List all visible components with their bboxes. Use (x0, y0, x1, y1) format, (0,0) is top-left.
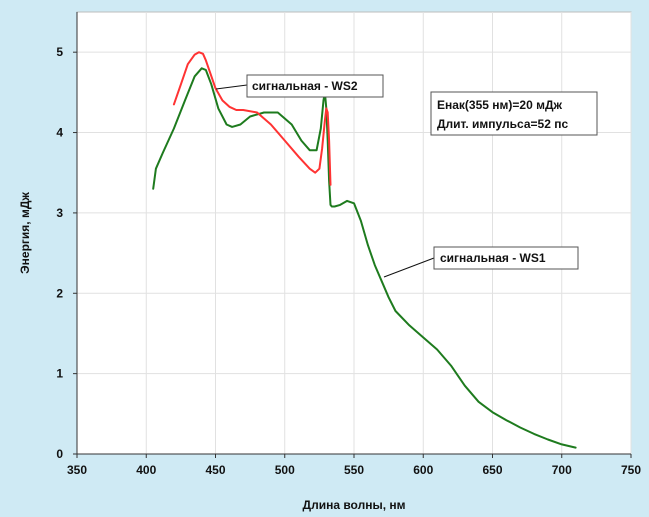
ws1-label-box (433, 246, 579, 270)
x-axis-title: Длина волны, нм (303, 498, 406, 512)
ws1-annotation: сигнальная - WS1 (383, 246, 579, 278)
series-line-ws2 (172, 51, 332, 186)
x-tick-label-6: 650 (482, 463, 502, 477)
y-tick-label-3: 3 (56, 206, 63, 220)
ws1-label: сигнальная - WS1 (440, 251, 546, 265)
y-tick-label-2: 2 (56, 286, 63, 300)
x-tick-label-8: 750 (621, 463, 641, 477)
ws2-label-box (246, 74, 384, 98)
ws2-label: сигнальная - WS2 (252, 79, 358, 93)
y-tick-label-1: 1 (56, 367, 63, 381)
x-tick-label-4: 550 (344, 463, 364, 477)
ws1-leader-line (383, 257, 435, 278)
series-line-ws1 (152, 67, 577, 449)
x-tick-label-2: 450 (205, 463, 225, 477)
parameters-box (430, 91, 598, 136)
x-tick-label-5: 600 (413, 463, 433, 477)
x-tick-label-3: 500 (275, 463, 295, 477)
parameters-annotation: Енак(355 нм)=20 мДж Длит. импульса=52 пс (430, 91, 598, 136)
series-lines (152, 51, 577, 449)
pulse-duration-label: Длит. импульса=52 пс (437, 117, 568, 131)
ws2-leader-line (215, 84, 248, 90)
x-tick-label-7: 700 (552, 463, 572, 477)
y-tick-label-5: 5 (56, 45, 63, 59)
axes (73, 12, 632, 458)
x-tick-label-1: 400 (136, 463, 156, 477)
tick-labels: 350 400 450 500 550 600 650 700 750 0 1 2 3 4 5 (56, 45, 641, 477)
y-axis-title: Энергия, мДж (18, 192, 32, 274)
x-tick-label-0: 350 (67, 463, 87, 477)
pump-energy-label: Енак(355 нм)=20 мДж (437, 98, 563, 112)
y-tick-label-0: 0 (56, 447, 63, 461)
y-tick-label-4: 4 (56, 126, 63, 140)
ws2-annotation: сигнальная - WS2 (215, 74, 384, 98)
